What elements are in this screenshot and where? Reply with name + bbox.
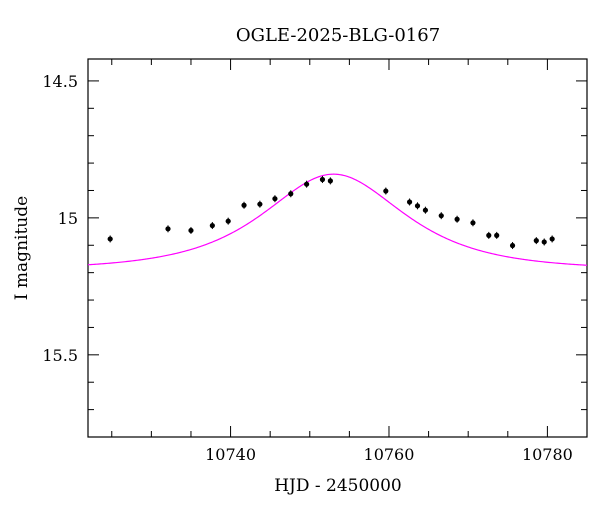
data-point [422, 207, 429, 213]
data-point [209, 222, 215, 229]
data-point [549, 236, 555, 242]
data-point [327, 178, 333, 184]
data-points-layer [107, 176, 555, 250]
y-axis-label: I magnitude [12, 196, 32, 300]
data-point [533, 238, 539, 244]
y-tick-label: 15.5 [42, 346, 78, 365]
data-point [241, 202, 247, 208]
model-fit-curve [87, 173, 588, 266]
data-point [188, 227, 194, 234]
plot-area [87, 58, 588, 438]
data-point [494, 232, 500, 238]
plot-frame [87, 58, 588, 438]
data-point [107, 236, 113, 242]
data-point [438, 213, 444, 219]
data-point [541, 239, 547, 245]
chart-title: OGLE-2025-BLG-0167 [236, 25, 440, 46]
y-tick-label: 15 [58, 209, 78, 228]
data-point [414, 203, 421, 209]
x-axis-label: HJD - 2450000 [274, 476, 402, 496]
data-point [225, 218, 231, 224]
data-point [383, 188, 389, 194]
data-point [304, 181, 310, 187]
data-point [406, 199, 413, 205]
data-point [319, 176, 326, 183]
x-tick-label: 10760 [364, 445, 415, 464]
data-point [272, 196, 278, 202]
data-point [509, 242, 516, 249]
axis-ticks: 10740 10760 10780 14.5 15 15.5 [42, 59, 588, 464]
data-point [165, 226, 171, 232]
x-tick-label: 10740 [205, 445, 256, 464]
data-point [470, 220, 476, 226]
data-point [257, 201, 263, 207]
y-tick-label: 14.5 [42, 72, 78, 91]
model-curve-layer [87, 173, 588, 266]
data-point [288, 191, 294, 197]
data-point [454, 216, 460, 222]
x-tick-label: 10780 [522, 445, 573, 464]
data-point [486, 232, 492, 238]
